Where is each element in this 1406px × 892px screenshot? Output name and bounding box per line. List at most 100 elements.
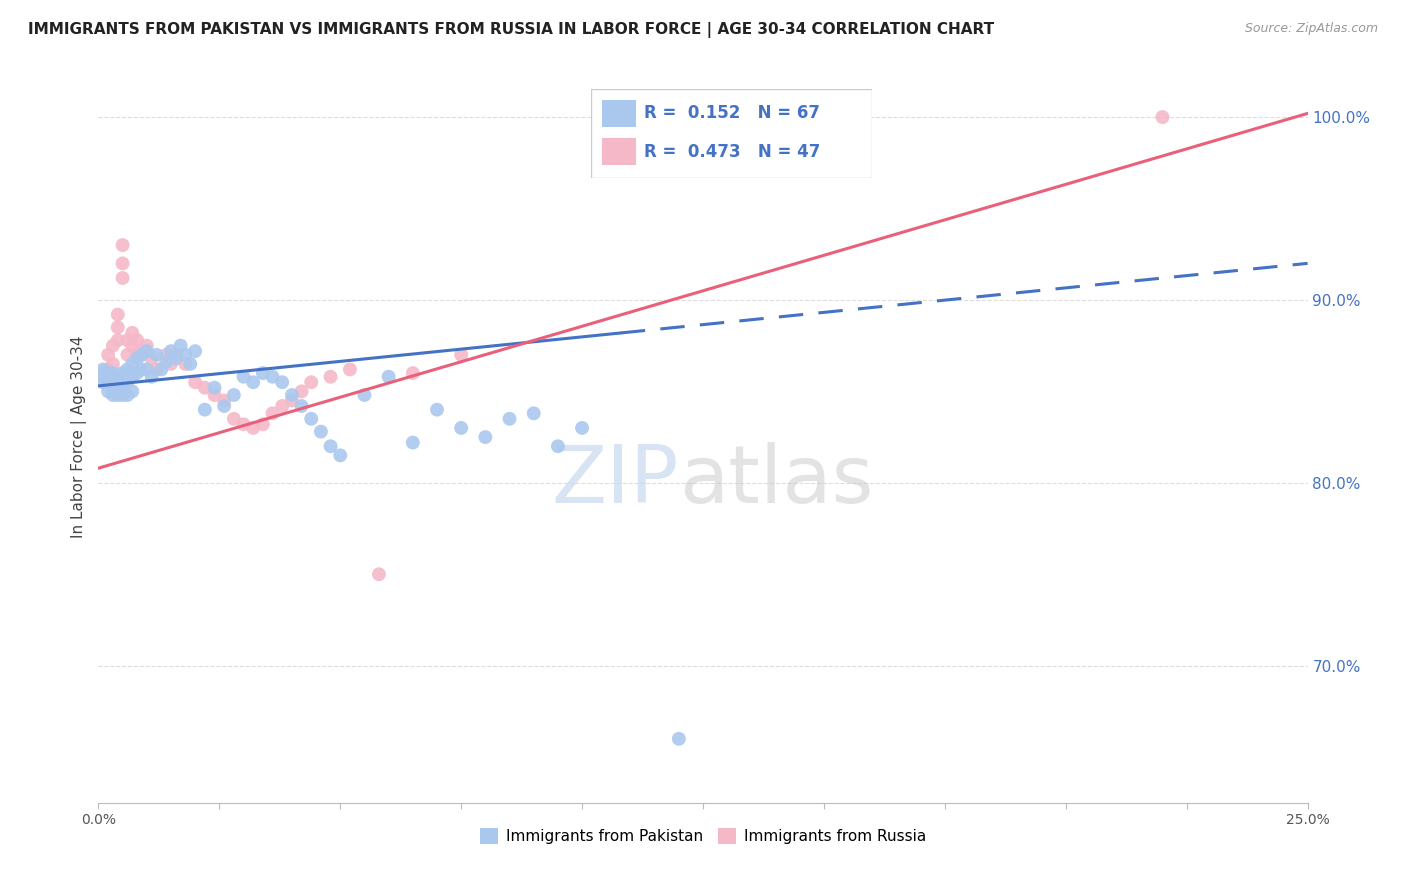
Point (91, 366, 114, 380)
Y-axis label: In Labor Force | Age 30-34: In Labor Force | Age 30-34 (72, 335, 87, 539)
Point (290, 384, 312, 399)
Point (91, 375, 114, 389)
Point (281, 388, 304, 402)
Point (402, 366, 425, 380)
Point (101, 384, 124, 399)
Point (271, 399, 294, 413)
Point (353, 388, 375, 402)
Point (145, 348, 167, 362)
Point (121, 338, 143, 352)
Point (329, 448, 352, 462)
Point (97, 348, 120, 362)
Point (262, 406, 284, 420)
Point (97, 384, 120, 399)
Point (668, 731, 690, 746)
Point (368, 567, 391, 582)
Point (174, 357, 197, 371)
Point (101, 381, 124, 395)
Point (107, 308, 129, 322)
Point (155, 355, 177, 369)
Point (169, 338, 191, 352)
Point (426, 402, 449, 417)
Point (131, 344, 153, 359)
Point (101, 338, 124, 352)
Text: IMMIGRANTS FROM PAKISTAN VS IMMIGRANTS FROM RUSSIA IN LABOR FORCE | AGE 30-34 CO: IMMIGRANTS FROM PAKISTAN VS IMMIGRANTS F… (28, 22, 994, 38)
Point (212, 393, 235, 408)
Point (402, 435, 425, 450)
Point (194, 381, 217, 395)
Point (127, 366, 149, 380)
Point (281, 393, 304, 408)
Point (111, 271, 134, 285)
Point (165, 348, 187, 362)
Point (97, 375, 120, 389)
Point (135, 362, 157, 376)
Point (319, 439, 342, 453)
Point (121, 369, 143, 384)
Bar (602, 138, 636, 165)
Point (117, 348, 139, 362)
Point (141, 351, 163, 366)
Point (117, 375, 139, 389)
Point (101, 388, 124, 402)
Point (91, 369, 114, 384)
Point (547, 439, 569, 453)
Point (222, 388, 245, 402)
Point (101, 366, 124, 380)
Point (101, 375, 124, 389)
Point (155, 348, 177, 362)
Text: ZIP: ZIP (551, 442, 679, 520)
Point (127, 333, 149, 347)
Point (377, 369, 399, 384)
Point (111, 256, 134, 270)
Point (97, 362, 120, 376)
Point (111, 366, 134, 380)
Point (117, 388, 139, 402)
Point (1152, 110, 1174, 124)
Point (150, 362, 173, 376)
Point (498, 411, 520, 425)
Point (121, 357, 143, 371)
Point (252, 417, 274, 432)
Text: R =  0.473   N = 47: R = 0.473 N = 47 (644, 143, 820, 161)
Point (242, 375, 264, 389)
Point (101, 357, 124, 371)
Point (290, 399, 312, 413)
Point (523, 406, 546, 420)
Point (571, 421, 593, 435)
Point (242, 421, 264, 435)
Point (232, 417, 254, 432)
Point (121, 326, 143, 340)
Point (107, 375, 129, 389)
Point (262, 369, 284, 384)
Point (107, 388, 129, 402)
Bar (602, 100, 636, 127)
Text: R =  0.152   N = 67: R = 0.152 N = 67 (644, 104, 820, 122)
Point (184, 344, 207, 359)
Point (165, 351, 187, 366)
Point (107, 333, 129, 347)
Legend: Immigrants from Pakistan, Immigrants from Russia: Immigrants from Pakistan, Immigrants fro… (474, 822, 932, 850)
Point (232, 369, 254, 384)
Point (117, 362, 139, 376)
Point (91, 375, 114, 389)
Point (184, 375, 207, 389)
Point (299, 411, 322, 425)
Point (252, 366, 274, 380)
Point (222, 411, 245, 425)
Point (107, 320, 129, 334)
Point (135, 344, 157, 359)
Point (299, 375, 322, 389)
Point (160, 344, 183, 359)
Point (127, 348, 149, 362)
Point (179, 357, 201, 371)
Point (111, 388, 134, 402)
Point (309, 425, 332, 439)
Point (135, 338, 157, 352)
Point (474, 430, 496, 444)
Point (107, 381, 129, 395)
Point (97, 375, 120, 389)
Point (117, 333, 139, 347)
Point (121, 384, 143, 399)
Point (160, 357, 183, 371)
